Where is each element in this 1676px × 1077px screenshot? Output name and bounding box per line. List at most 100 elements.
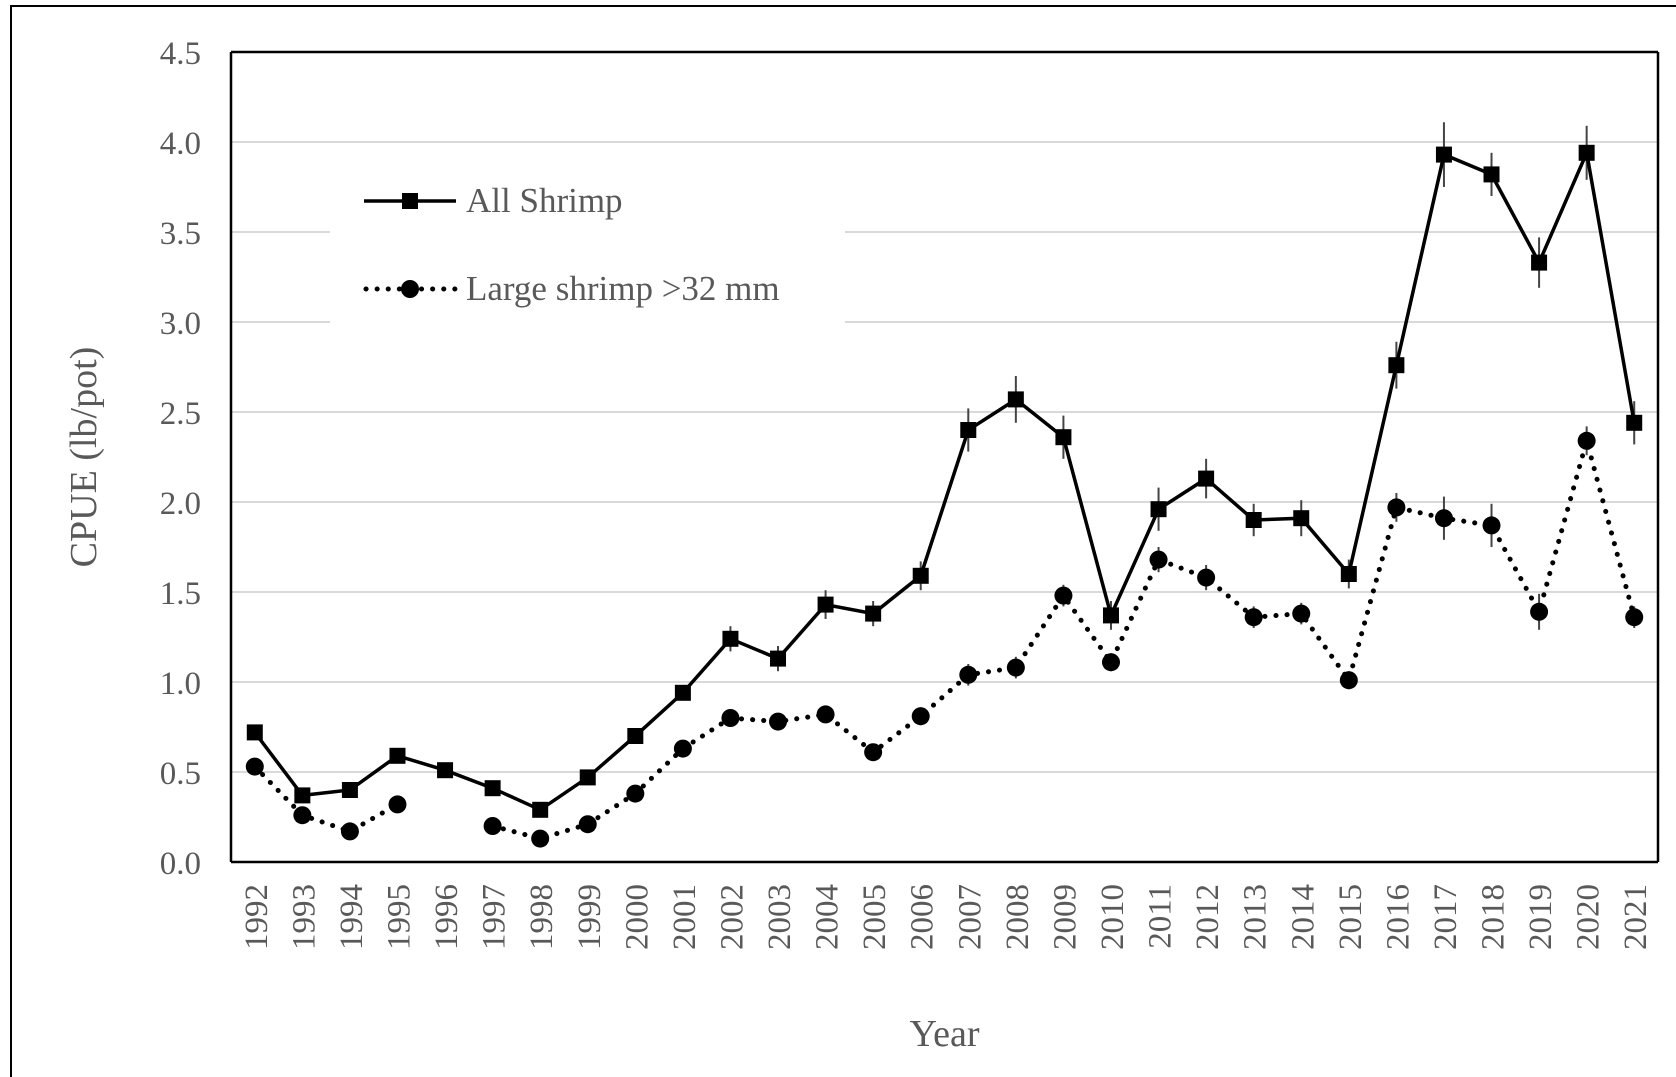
x-tick-label: 1997 bbox=[477, 884, 513, 950]
data-point-all-shrimp bbox=[1245, 512, 1262, 528]
x-tick-label: 2004 bbox=[810, 884, 846, 950]
data-point-all-shrimp bbox=[627, 728, 644, 744]
data-point-all-shrimp bbox=[674, 684, 691, 701]
series-line-large-shrimp-32-mm bbox=[252, 764, 400, 835]
data-point-large-shrimp-32-mm bbox=[1006, 658, 1025, 677]
series-markers bbox=[245, 144, 1644, 848]
y-tick-label: 3.0 bbox=[160, 306, 201, 342]
y-tick-labels: 0.0 0.5 1.0 1.5 2.0 2.5 3.0 3.5 4.0 4.5 bbox=[160, 36, 201, 882]
data-point-all-shrimp bbox=[1102, 607, 1119, 624]
legend-label-all-shrimp: All Shrimp bbox=[466, 181, 623, 220]
y-tick-label: 1.5 bbox=[160, 576, 201, 612]
x-tick-label: 2012 bbox=[1190, 884, 1226, 950]
data-point-large-shrimp-32-mm bbox=[816, 705, 835, 724]
data-point-all-shrimp bbox=[532, 801, 549, 818]
axes bbox=[229, 50, 1660, 864]
data-point-all-shrimp bbox=[1150, 501, 1167, 518]
data-point-large-shrimp-32-mm bbox=[340, 822, 359, 841]
data-point-all-shrimp bbox=[1435, 146, 1452, 163]
series-line-large-shrimp-32-mm bbox=[490, 431, 1637, 842]
x-tick-label: 2014 bbox=[1285, 884, 1321, 950]
data-point-large-shrimp-32-mm bbox=[1530, 602, 1549, 621]
x-tick-label: 1993 bbox=[286, 884, 322, 950]
data-point-large-shrimp-32-mm bbox=[388, 795, 407, 814]
x-tick-label: 2019 bbox=[1523, 884, 1559, 950]
data-point-large-shrimp-32-mm bbox=[911, 707, 930, 726]
data-point-large-shrimp-32-mm bbox=[1339, 671, 1358, 690]
x-tick-label: 2017 bbox=[1428, 884, 1464, 950]
x-tick-label: 1999 bbox=[572, 884, 608, 950]
data-point-all-shrimp bbox=[1198, 470, 1215, 487]
x-tick-label: 2003 bbox=[762, 884, 798, 950]
x-tick-label: 2002 bbox=[714, 884, 750, 950]
data-point-large-shrimp-32-mm bbox=[1149, 550, 1168, 569]
data-point-large-shrimp-32-mm bbox=[959, 665, 978, 684]
data-point-large-shrimp-32-mm bbox=[769, 712, 788, 731]
y-tick-label: 2.5 bbox=[160, 396, 201, 432]
x-tick-label: 2015 bbox=[1333, 884, 1369, 950]
x-tick-label: 1996 bbox=[429, 884, 465, 950]
x-tick-label: 2009 bbox=[1047, 884, 1083, 950]
x-tick-label: 1992 bbox=[239, 884, 275, 950]
data-point-all-shrimp bbox=[865, 605, 882, 622]
x-tick-label: 2016 bbox=[1380, 884, 1416, 950]
data-point-all-shrimp bbox=[1293, 510, 1310, 527]
data-point-all-shrimp bbox=[437, 762, 454, 779]
data-point-all-shrimp bbox=[770, 650, 787, 667]
x-axis-title: Year bbox=[909, 1013, 979, 1055]
legend-label-large-shrimp: Large shrimp >32 mm bbox=[466, 269, 780, 308]
data-point-large-shrimp-32-mm bbox=[1482, 516, 1501, 535]
data-point-large-shrimp-32-mm bbox=[626, 784, 645, 803]
x-tick-label: 2007 bbox=[952, 884, 988, 950]
data-point-all-shrimp bbox=[722, 630, 739, 647]
y-tick-label: 4.0 bbox=[160, 126, 201, 162]
data-point-large-shrimp-32-mm bbox=[578, 815, 597, 834]
x-tick-label: 2020 bbox=[1571, 884, 1607, 950]
legend-marker-square bbox=[402, 193, 418, 209]
data-point-all-shrimp bbox=[294, 787, 311, 804]
data-point-all-shrimp bbox=[817, 596, 834, 613]
data-point-large-shrimp-32-mm bbox=[245, 757, 264, 776]
data-point-all-shrimp bbox=[1007, 391, 1024, 408]
data-point-large-shrimp-32-mm bbox=[1292, 604, 1311, 623]
legend-background bbox=[330, 155, 845, 325]
y-tick-label: 1.0 bbox=[160, 666, 201, 702]
x-tick-labels: 1992 1993 1994 1995 1996 1997 1998 1999 2000 2001… bbox=[239, 884, 1654, 950]
x-tick-label: 2010 bbox=[1095, 884, 1131, 950]
data-point-large-shrimp-32-mm bbox=[1197, 568, 1216, 587]
data-point-large-shrimp-32-mm bbox=[293, 806, 312, 825]
x-tick-label: 2001 bbox=[667, 884, 703, 950]
x-tick-label: 2008 bbox=[1000, 884, 1036, 950]
x-tick-label: 2013 bbox=[1238, 884, 1274, 950]
data-point-all-shrimp bbox=[912, 567, 929, 584]
legend-marker-circle bbox=[401, 280, 419, 298]
data-point-large-shrimp-32-mm bbox=[1625, 608, 1644, 627]
x-tick-label: 2000 bbox=[619, 884, 655, 950]
legend: All Shrimp Large shrimp >32 mm bbox=[330, 155, 845, 325]
data-point-all-shrimp bbox=[1626, 414, 1643, 431]
x-tick-label: 1998 bbox=[524, 884, 560, 950]
x-tick-label: 2018 bbox=[1476, 884, 1512, 950]
data-point-all-shrimp bbox=[1055, 429, 1072, 446]
data-point-large-shrimp-32-mm bbox=[1054, 586, 1073, 605]
data-point-all-shrimp bbox=[341, 782, 358, 798]
data-point-all-shrimp bbox=[484, 780, 501, 797]
y-tick-label: 4.5 bbox=[160, 36, 201, 72]
data-point-all-shrimp bbox=[1578, 144, 1595, 161]
data-point-all-shrimp bbox=[389, 747, 406, 764]
y-tick-label: 3.5 bbox=[160, 216, 201, 252]
data-point-all-shrimp bbox=[1340, 566, 1357, 582]
x-tick-label: 2005 bbox=[857, 884, 893, 950]
x-tick-label: 2021 bbox=[1618, 884, 1654, 950]
data-point-all-shrimp bbox=[246, 724, 263, 741]
data-point-large-shrimp-32-mm bbox=[673, 739, 692, 758]
y-tick-label: 0.0 bbox=[160, 846, 201, 882]
data-point-all-shrimp bbox=[579, 769, 596, 786]
y-axis-title: CPUE (lb/pot) bbox=[63, 347, 105, 568]
data-point-all-shrimp bbox=[1388, 357, 1405, 374]
data-point-large-shrimp-32-mm bbox=[483, 817, 502, 835]
x-tick-label: 1995 bbox=[381, 884, 417, 950]
data-point-large-shrimp-32-mm bbox=[1244, 608, 1263, 627]
x-tick-label: 2006 bbox=[905, 884, 941, 950]
